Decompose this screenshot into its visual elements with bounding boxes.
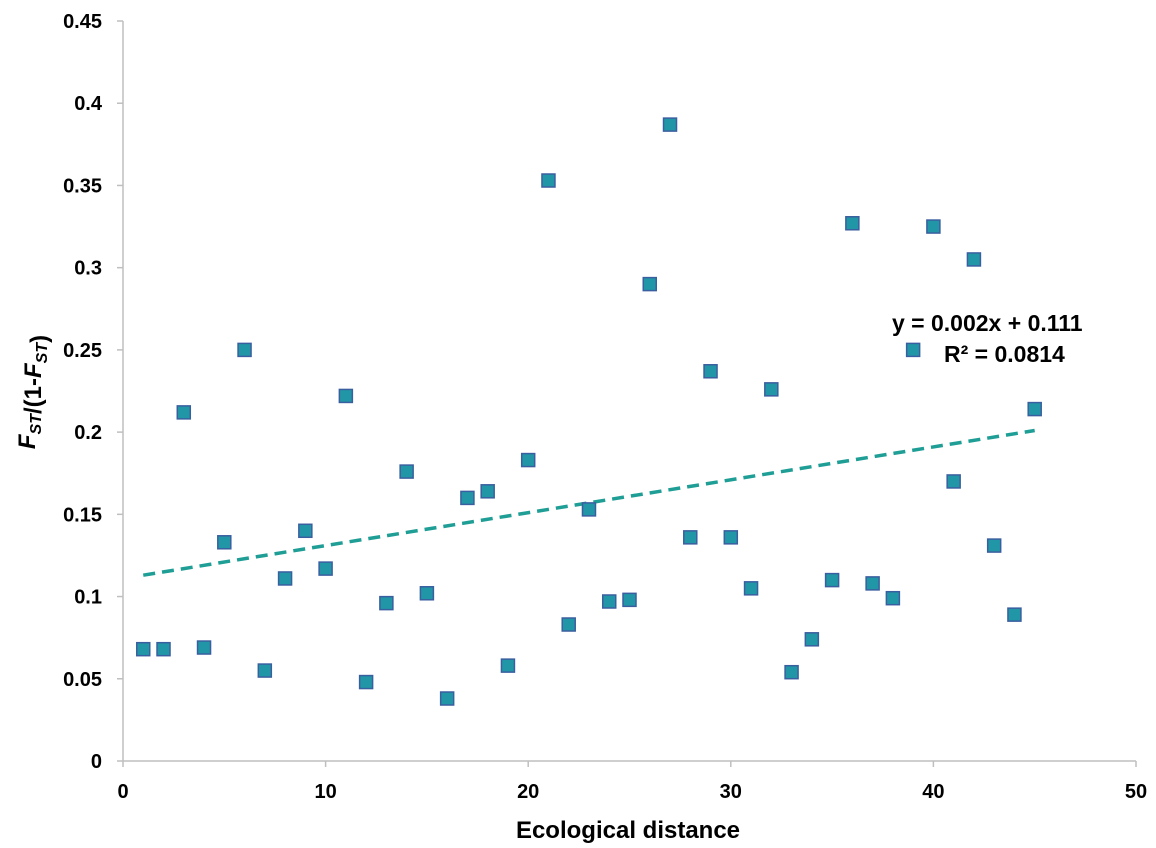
y-tick-label: 0.05 [63, 669, 102, 691]
x-tick-label: 20 [517, 781, 539, 803]
y-axis-title-subscript: ST [28, 413, 45, 435]
data-point [338, 388, 354, 404]
y-axis-title-part: ) [26, 335, 53, 343]
y-axis-title-part: F [20, 362, 47, 378]
data-point [217, 535, 232, 550]
data-point [845, 216, 860, 231]
data-point [500, 658, 516, 673]
data-point [520, 452, 536, 468]
data-point [764, 382, 779, 397]
data-point [1027, 401, 1042, 417]
y-tick-label: 0.1 [74, 587, 102, 609]
data-point [743, 581, 759, 596]
data-point [581, 502, 597, 517]
data-points [136, 117, 1042, 706]
x-axis-title: Ecological distance [516, 817, 740, 844]
data-point [176, 405, 192, 420]
data-point [399, 464, 414, 479]
x-tick-label: 30 [720, 781, 742, 803]
data-point [926, 219, 941, 234]
r-squared-label: R² = 0.0814 [944, 341, 1065, 367]
data-point [784, 664, 799, 680]
data-point [946, 474, 961, 489]
y-tick-label: 0.15 [63, 504, 102, 526]
x-tick-label: 40 [922, 781, 944, 803]
trendline-equation: y = 0.002x + 0.111 [892, 310, 1083, 336]
data-point [460, 490, 475, 506]
data-point [419, 586, 435, 601]
data-point [196, 640, 212, 655]
data-point [156, 641, 171, 657]
x-tick-label: 0 [117, 781, 128, 803]
data-point [136, 641, 151, 657]
data-point [298, 523, 313, 539]
y-axis-title-subscript: ST [34, 342, 51, 364]
trendline [142, 428, 1035, 577]
data-point [318, 561, 333, 576]
y-tick-label: 0 [91, 751, 102, 773]
data-point [237, 342, 252, 358]
data-point [622, 592, 637, 608]
data-point [683, 530, 698, 545]
data-point [358, 674, 374, 690]
data-point [885, 590, 901, 606]
y-axis-ticks: 0 0.05 0.1 0.15 0.2 0.25 0.3 0.35 0.4 0.45 [63, 11, 123, 773]
y-axis-title: FST/(1-FST) [14, 335, 53, 449]
y-tick-label: 0.45 [63, 11, 102, 33]
data-point [601, 594, 617, 609]
data-point [723, 530, 739, 545]
data-point [642, 276, 658, 292]
data-point [257, 663, 273, 678]
y-axis-title-part: /(1- [20, 378, 47, 414]
data-point [561, 617, 576, 632]
x-tick-label: 50 [1125, 781, 1147, 803]
data-point [905, 342, 921, 358]
data-point [379, 595, 394, 611]
y-tick-label: 0.2 [74, 422, 102, 444]
x-axis-ticks: 0 10 20 30 40 50 [117, 761, 1147, 803]
data-point [703, 364, 718, 379]
y-tick-label: 0.25 [63, 340, 102, 362]
y-axis-title-part: F [14, 433, 41, 449]
data-point [1007, 607, 1022, 622]
y-tick-label: 0.3 [74, 258, 102, 280]
data-point [439, 691, 455, 706]
x-tick-label: 10 [314, 781, 336, 803]
plot-area: 0 0.05 0.1 0.15 0.2 0.25 0.3 0.35 0.4 0.45 0 10 20 3… [63, 11, 1147, 803]
data-point [986, 538, 1002, 553]
data-point [804, 632, 820, 647]
data-point [480, 484, 495, 499]
data-point [966, 252, 982, 267]
y-tick-label: 0.4 [74, 93, 103, 115]
data-point [865, 576, 880, 591]
data-point [824, 572, 840, 588]
data-point [277, 571, 293, 586]
data-point [541, 173, 556, 188]
data-point [662, 117, 678, 132]
y-tick-label: 0.35 [63, 175, 102, 197]
